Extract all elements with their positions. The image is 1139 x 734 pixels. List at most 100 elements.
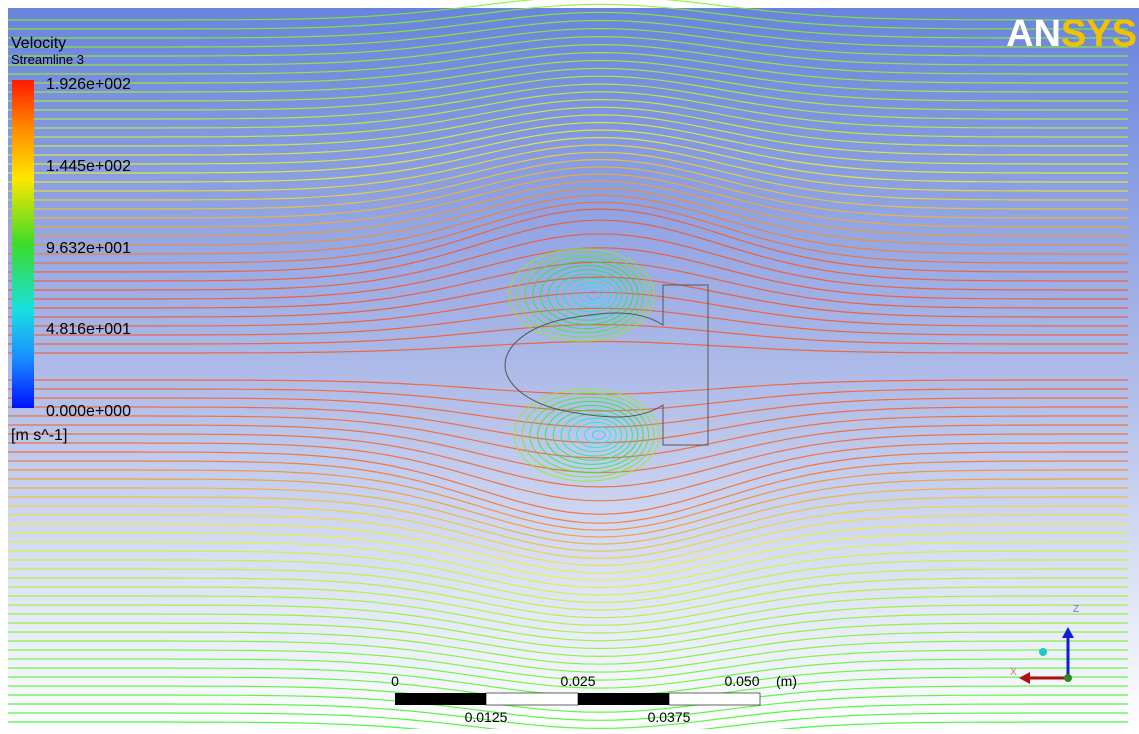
scale-label: 0.0375	[648, 709, 691, 725]
streamline	[571, 281, 612, 309]
logo-left: AN	[1006, 13, 1061, 55]
streamline	[8, 208, 1128, 273]
streamline	[8, 604, 1128, 642]
scale-segment	[485, 692, 579, 706]
streamline	[8, 83, 1128, 120]
streamline	[8, 721, 1128, 734]
streamline	[8, 586, 1128, 626]
streamline	[8, 151, 1128, 201]
streamline	[8, 67, 1128, 102]
streamline	[8, 43, 1128, 75]
streamline	[516, 252, 650, 338]
streamline	[586, 290, 601, 300]
streamline	[8, 173, 1128, 228]
streamline	[8, 201, 1128, 264]
streamline	[8, 478, 1128, 538]
streamline	[8, 712, 1128, 734]
streamline	[539, 265, 634, 325]
streamline	[8, 144, 1128, 192]
scale-label: 0.0125	[465, 709, 508, 725]
streamline	[8, 187, 1128, 246]
streamline	[8, 577, 1128, 619]
streamline	[8, 415, 1128, 459]
triad-origin	[1064, 674, 1072, 682]
streamline	[529, 396, 650, 474]
streamline	[8, 180, 1128, 237]
streamline	[8, 451, 1128, 515]
streamlines	[8, 0, 1128, 734]
streamline	[8, 59, 1128, 93]
streamline	[8, 379, 1128, 395]
streamline	[8, 505, 1128, 559]
streamline	[8, 631, 1128, 665]
streamline	[8, 11, 1128, 39]
streamline	[8, 550, 1128, 596]
legend-label: 1.926e+002	[46, 76, 131, 93]
legend-unit: [m s^-1]	[11, 427, 67, 444]
streamline	[576, 421, 617, 449]
logo: ANSYS	[1006, 13, 1137, 55]
streamline	[8, 532, 1128, 581]
streamline	[8, 397, 1128, 428]
legend-title: Velocity	[11, 35, 66, 52]
streamline	[508, 248, 655, 342]
legend-label: 0.000e+000	[46, 403, 131, 420]
streamline	[8, 460, 1128, 524]
streamline	[8, 622, 1128, 658]
scale-label: 0.050	[724, 673, 759, 689]
streamline	[563, 277, 618, 313]
streamline	[8, 98, 1128, 138]
streamline	[8, 106, 1128, 147]
streamline	[8, 487, 1128, 545]
streamline	[591, 430, 606, 440]
scale-label: 0.025	[560, 673, 595, 689]
streamline	[8, 261, 1128, 309]
streamline	[8, 340, 1128, 354]
streamline	[8, 233, 1128, 291]
streamline	[8, 496, 1128, 552]
triad-z-head	[1062, 627, 1074, 638]
streamline	[8, 0, 1128, 21]
streamline	[8, 559, 1128, 604]
streamline	[8, 129, 1128, 174]
streamline	[521, 392, 655, 478]
color-bar	[12, 80, 34, 408]
body-outline	[504, 284, 709, 446]
streamline	[513, 388, 660, 482]
streamline	[8, 114, 1128, 156]
triad-y-dot	[1039, 648, 1047, 656]
streamline	[8, 166, 1128, 219]
scale-segment	[395, 693, 486, 705]
logo-right: SYS	[1061, 13, 1137, 55]
streamline	[537, 400, 644, 470]
streamline	[8, 649, 1128, 681]
streamline	[8, 703, 1128, 730]
streamline	[560, 413, 628, 457]
streamline	[8, 595, 1128, 634]
streamline	[8, 424, 1128, 474]
streamline	[8, 158, 1128, 210]
streamline	[8, 514, 1128, 567]
streamline	[8, 91, 1128, 129]
streamline	[532, 260, 639, 330]
legend-label: 4.816e+001	[46, 321, 131, 338]
streamline	[8, 658, 1128, 689]
scale-unit: (m)	[776, 673, 797, 689]
streamline	[8, 694, 1128, 721]
scale-segment	[668, 692, 761, 706]
streamline	[8, 75, 1128, 111]
streamline	[8, 433, 1128, 488]
streamline	[8, 3, 1128, 30]
streamline	[8, 442, 1128, 502]
streamline	[544, 405, 639, 465]
streamline	[8, 406, 1128, 444]
streamline	[8, 194, 1128, 255]
triad-z-label: Z	[1073, 604, 1079, 615]
streamline	[8, 307, 1128, 336]
streamline	[8, 35, 1128, 66]
legend-subtitle: Streamline 3	[11, 52, 84, 67]
streamline	[524, 256, 645, 334]
triad-x-label: X	[1010, 667, 1017, 678]
streamline	[583, 426, 612, 444]
